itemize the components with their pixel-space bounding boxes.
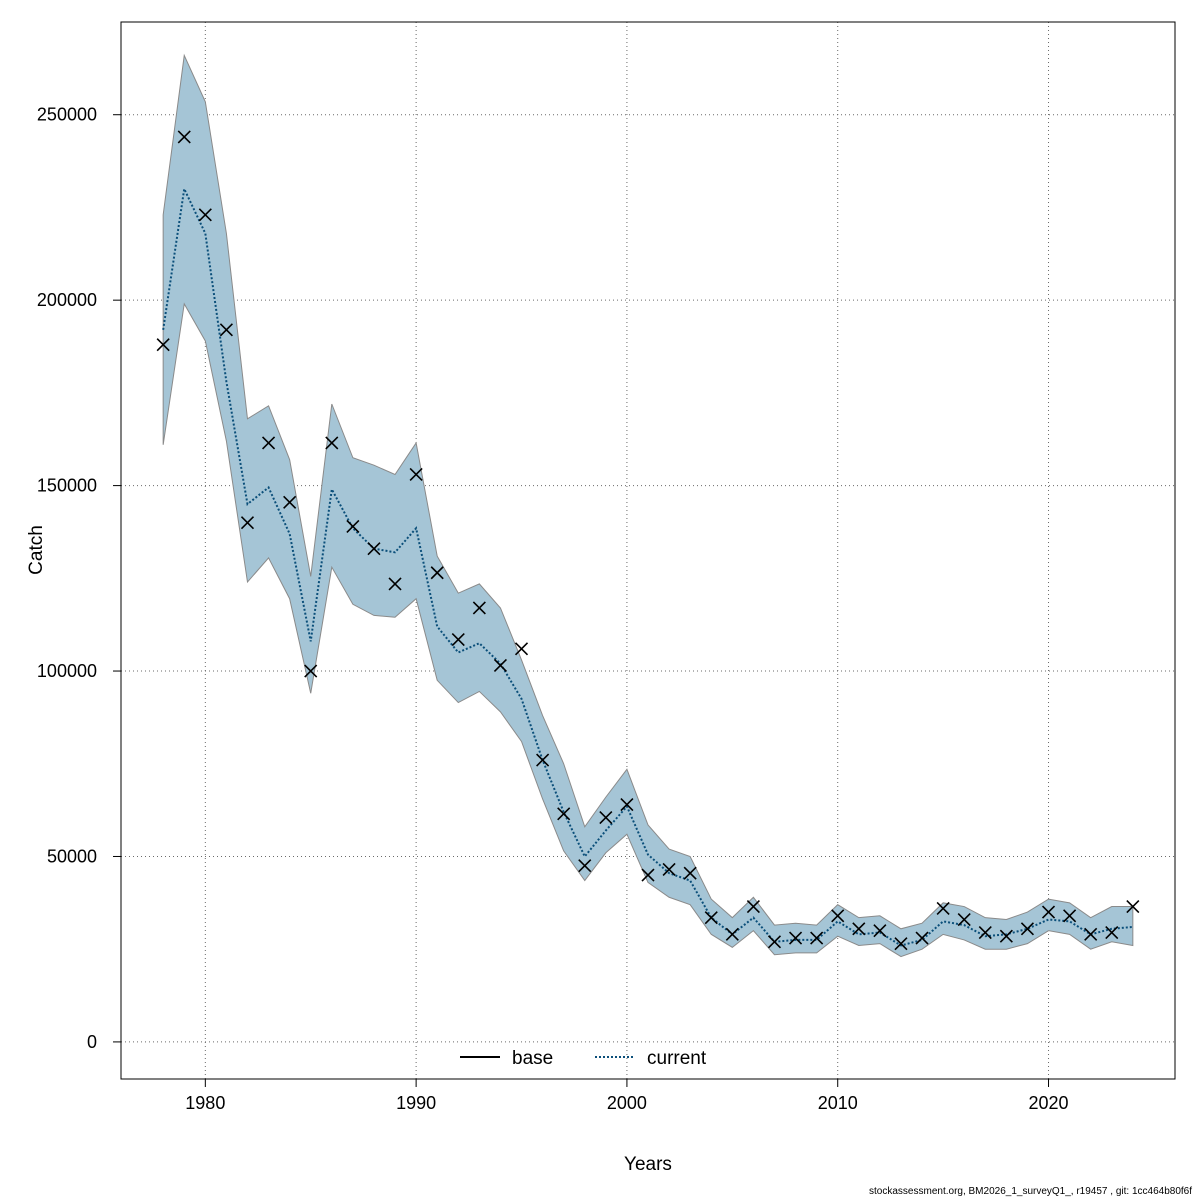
observed-point [325,436,339,450]
observed-point [683,866,697,880]
axis-layer: 1980 1990 2000 2010 2020 0 50000 100000 150000 20… [37,105,1069,1113]
observed-point [978,925,992,940]
observed-point [704,911,718,925]
legend-label-current: current [647,1048,707,1069]
observed-point [514,642,529,656]
observed-point [852,922,866,936]
observed-point [1063,909,1077,923]
plot-frame [120,21,1176,1080]
observed-point [430,566,444,580]
confidence-band-layer [162,53,1134,958]
observed-point [915,931,929,945]
observed-point [936,901,950,915]
legend: base current [460,1048,707,1069]
observed-point [240,516,255,530]
observed-point [346,519,360,533]
y-tick-label: 200000 [37,290,97,310]
observed-point [304,664,318,678]
observed-point [599,810,613,825]
observed-point [746,899,760,914]
observed-point [957,912,971,927]
observed-point [219,323,233,337]
observed-point [767,935,782,949]
series-line-layer [162,185,1133,947]
observed-point [493,658,508,673]
x-tick-label: 2000 [607,1093,647,1113]
observed-point [1020,922,1035,936]
y-tick-label: 100000 [37,661,97,681]
observed-point [894,937,908,951]
x-tick-label: 2020 [1028,1093,1068,1113]
observed-point [409,467,423,482]
legend-label-base: base [512,1048,553,1069]
x-tick-label: 2010 [818,1093,858,1113]
observed-point [873,924,887,938]
observed-marker-layer [156,130,1140,951]
observed-point [662,862,676,877]
x-tick-label: 1980 [185,1093,225,1113]
footer-note: stockassessment.org, BM2026_1_surveyQ1_,… [869,1186,1192,1197]
y-tick-label: 50000 [47,846,97,866]
observed-point [810,931,824,945]
observed-point [536,753,550,767]
y-tick-label: 150000 [37,476,97,496]
observed-point [999,929,1013,943]
observed-point [156,338,170,352]
series-line-current [162,185,1133,947]
observed-point [283,495,297,509]
observed-point [472,601,486,615]
observed-point [1105,925,1119,940]
x-axis-label: Years [624,1154,672,1175]
grid-layer [121,22,1175,1079]
observed-point [451,632,465,647]
observed-point [261,436,276,450]
x-tick-label: 1990 [396,1093,436,1113]
y-tick-label: 250000 [37,105,97,125]
confidence-band [162,53,1134,958]
observed-point [1126,899,1140,914]
observed-point [177,130,191,144]
observed-point [367,542,381,556]
y-axis-label: Catch [26,525,47,575]
observed-point [1041,905,1056,919]
observed-point [557,807,571,821]
observed-point [725,927,739,941]
observed-point [198,208,212,222]
observed-point [1084,927,1098,941]
observed-point [578,859,592,873]
y-tick-label: 0 [87,1032,97,1052]
observed-point [620,797,634,812]
observed-point [641,868,655,882]
observed-point [831,909,845,923]
observed-point [788,931,803,945]
observed-point [388,577,402,591]
